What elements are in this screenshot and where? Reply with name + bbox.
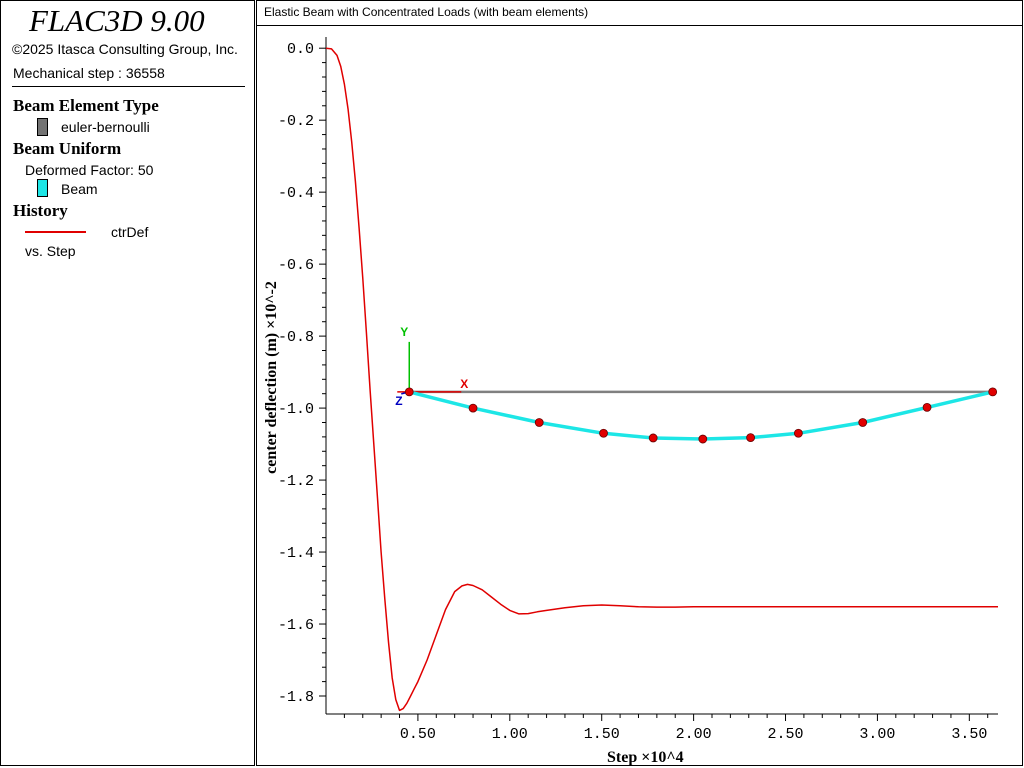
x-tick-label-2: 1.50 [584,726,620,743]
beam-node-5 [698,434,708,444]
app-title: FLAC3D 9.00 [29,3,205,38]
legend-panel: FLAC3D 9.00 ©2025 Itasca Consulting Grou… [0,0,255,766]
chart-title: Elastic Beam with Concentrated Loads (wi… [264,5,589,19]
y-axis-multiplier: ×10^-2 [263,281,280,329]
history-heading: History [13,201,68,220]
y-tick-label-0: 0.0 [287,41,314,58]
beam-uniform-heading: Beam Uniform [13,139,122,158]
beam-swatch [37,179,48,197]
y-tick-label-6: -1.2 [278,473,314,490]
beam-node-1 [468,403,478,413]
mechanical-step-text: Mechanical step : 36558 [13,65,165,81]
beam-node-7 [793,428,803,438]
legend-separator [12,86,245,87]
x-tick-label-4: 2.50 [768,726,804,743]
beam-node-10 [988,387,998,397]
y-axis-label: center deflection (m) ×10^-2 [263,281,280,474]
triad-z-label: Z [395,394,402,408]
beam-node-6 [746,433,755,443]
beam-element-type-heading: Beam Element Type [13,96,159,115]
beam-node-3 [599,428,608,438]
ctrdef-line-swatch [25,231,86,233]
x-axis-multiplier: ×10^4 [641,749,683,765]
chart-title-rule [257,25,1022,26]
beam-label: Beam [61,181,98,197]
deformed-beam-line [408,390,994,441]
y-tick-label-1: -0.2 [278,113,314,130]
x-tick-label-0: 0.50 [400,726,436,743]
beam-node-4 [648,433,658,443]
x-tick-label-1: 1.00 [492,726,528,743]
vs-step-text: vs. Step [25,243,76,259]
chart-panel: Elastic Beam with Concentrated Loads (wi… [256,0,1023,766]
y-tick-label-2: -0.4 [278,185,314,202]
y-tick-label-3: -0.6 [278,257,314,274]
x-tick-label-6: 3.50 [951,726,987,743]
beam-node-0 [404,387,414,397]
euler-bernoulli-swatch [37,118,48,136]
beam-node-9 [922,402,932,412]
y-tick-label-8: -1.6 [278,617,314,634]
plot-area: 0.0 -0.2 -0.4 -0.6 -0.8 -1.0 -1.2 -1.4 -1.6 -1.8 0… [263,37,998,765]
beam-node-8 [858,418,868,427]
deformed-factor-text: Deformed Factor: 50 [25,162,154,178]
euler-bernoulli-label: euler-bernoulli [61,119,150,135]
copyright-text: ©2025 Itasca Consulting Group, Inc. [12,41,238,57]
y-tick-label-4: -0.8 [278,329,314,346]
x-axis-label: Step ×10^4 [607,749,684,765]
triad-x-label: X [460,377,468,391]
x-tick-label-3: 2.00 [676,726,712,743]
x-tick-label-5: 3.00 [859,726,895,743]
y-tick-label-5: -1.0 [278,401,314,418]
ctrdef-label: ctrDef [111,224,149,240]
y-tick-label-9: -1.8 [278,689,314,706]
triad-y-label: Y [400,325,408,339]
series-line-ctrDef [325,47,998,712]
y-tick-label-7: -1.4 [278,545,314,562]
beam-node-2 [534,418,544,427]
